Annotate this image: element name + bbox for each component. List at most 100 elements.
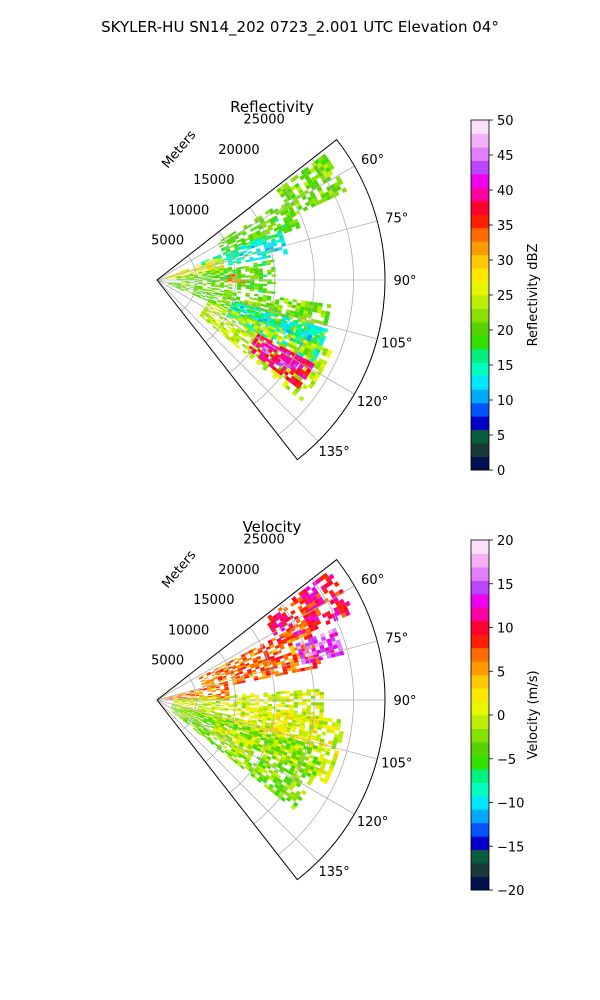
- radar-cell: [203, 270, 208, 273]
- radar-cell: [316, 186, 323, 192]
- radar-cell: [319, 705, 324, 710]
- radar-cell: [315, 336, 321, 342]
- radar-cell: [267, 714, 273, 717]
- radar-cell: [317, 156, 324, 163]
- radar-cell: [312, 729, 318, 734]
- radar-cell: [254, 317, 259, 321]
- radar-cell: [227, 294, 233, 297]
- radar-cell: [169, 697, 174, 699]
- radar-cell: [257, 298, 263, 302]
- radar-cell: [280, 701, 286, 705]
- radar-cell: [284, 379, 290, 385]
- radar-cell: [291, 738, 297, 743]
- radar-cell: [239, 733, 244, 737]
- radar-cell: [177, 698, 182, 699]
- radar-cell: [280, 240, 286, 245]
- radar-cell: [267, 363, 274, 368]
- radar-cell: [326, 160, 333, 167]
- radar-cell: [264, 751, 270, 756]
- colorbar-tick-label: 10: [497, 622, 514, 637]
- colorbar-segment: [471, 607, 489, 622]
- radar-cell: [236, 258, 241, 261]
- radar-cell: [228, 708, 233, 711]
- radar-cell: [261, 756, 267, 761]
- radar-cell: [289, 347, 295, 353]
- radar-cell: [253, 744, 258, 748]
- radar-cell: [297, 605, 303, 611]
- radar-cell: [280, 712, 285, 716]
- radar-cell: [236, 286, 242, 289]
- radar-cell: [205, 713, 210, 717]
- radar-cell: [291, 596, 297, 602]
- radar-cell: [253, 241, 259, 246]
- radar-cell: [168, 696, 174, 698]
- radar-cell: [296, 668, 301, 673]
- radar-cell: [263, 663, 269, 667]
- radar-cell: [255, 344, 261, 349]
- radar-cell: [315, 593, 322, 599]
- radar-cell: [307, 637, 313, 643]
- radar-cell: [233, 340, 239, 345]
- radar-cell: [258, 283, 264, 286]
- azimuth-tick-label: 75°: [385, 631, 408, 646]
- radar-cell: [316, 746, 322, 751]
- radar-cell: [284, 617, 291, 623]
- radar-cell: [202, 274, 207, 276]
- radar-cell: [223, 272, 229, 274]
- radar-cell: [250, 772, 256, 778]
- radar-cell: [244, 265, 250, 269]
- radar-cell: [263, 283, 268, 287]
- radar-cell: [297, 596, 303, 602]
- radar-cell: [243, 308, 248, 313]
- radar-cell: [283, 736, 289, 741]
- radar-cell: [218, 726, 223, 730]
- radar-cell: [254, 275, 259, 278]
- radar-cell: [203, 308, 208, 313]
- radar-cell: [289, 321, 295, 326]
- radar-cell: [193, 290, 198, 293]
- radar-cell: [272, 348, 278, 354]
- radar-cell: [212, 728, 217, 732]
- radar-cell: [237, 277, 242, 280]
- radar-cell: [322, 724, 328, 729]
- radar-cell: [334, 749, 340, 755]
- radar-cell: [334, 591, 341, 597]
- azimuth-spoke: [156, 585, 355, 701]
- radar-cell: [225, 301, 231, 305]
- radar-cell: [227, 314, 232, 318]
- radar-cell: [177, 283, 182, 285]
- radar-cell: [211, 706, 216, 709]
- radar-cell: [241, 343, 247, 348]
- radar-cell: [240, 244, 246, 248]
- radar-cell: [199, 725, 205, 729]
- radar-cell: [173, 697, 178, 699]
- radar-cell: [181, 698, 186, 700]
- radar-cell: [292, 761, 298, 767]
- colorbar-tick-label: 15: [497, 359, 514, 374]
- radar-cell: [241, 273, 246, 276]
- radar-cell: [274, 783, 280, 789]
- radar-cell: [171, 705, 176, 708]
- radar-cell: [282, 726, 288, 731]
- radar-cell: [242, 224, 248, 229]
- colorbar-segment: [471, 416, 489, 431]
- radar-cell: [306, 169, 312, 176]
- radar-cell: [273, 304, 279, 308]
- radar-cell: [316, 734, 322, 739]
- radar-cell: [211, 705, 216, 707]
- radar-cell: [300, 594, 307, 600]
- radar-cell: [184, 288, 189, 291]
- polar-grid: [156, 578, 385, 862]
- radar-cell: [274, 299, 280, 303]
- radar-cell: [210, 740, 215, 744]
- radar-cell: [249, 730, 254, 735]
- radar-cell: [329, 633, 335, 639]
- radar-cell: [206, 738, 211, 743]
- radar-cell: [230, 313, 235, 317]
- radar-cell: [236, 259, 242, 263]
- radar-cell: [225, 336, 231, 341]
- range-ring: [180, 255, 197, 312]
- radar-cell: [213, 727, 218, 731]
- radar-cell: [180, 706, 185, 709]
- radar-cell: [276, 704, 281, 707]
